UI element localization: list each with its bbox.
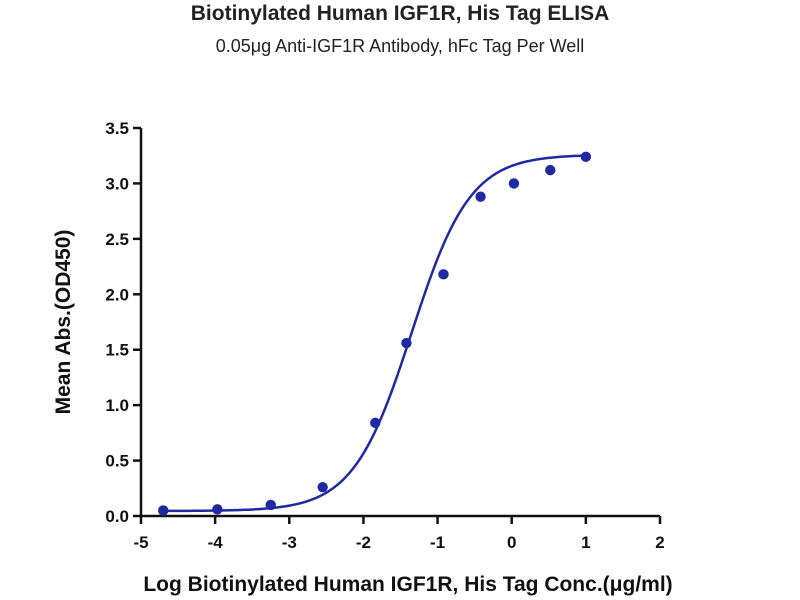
tick-labels: 0.0 0.5 1.0 1.5 2.0 2.5 3.0 3.5 -5 -4 -3 -2 -1 0 1 2 <box>105 119 664 552</box>
x-tick-label: -2 <box>356 533 371 552</box>
data-point <box>317 481 328 493</box>
y-tick-label: 2.5 <box>105 230 129 249</box>
x-tick-label: -1 <box>430 533 445 552</box>
y-axis-label: Mean Abs.(OD450) <box>52 230 75 415</box>
data-point <box>158 505 169 516</box>
data-point <box>401 337 412 349</box>
data-point <box>265 499 276 511</box>
y-tick-label: 0.5 <box>105 452 129 471</box>
chart-subtitle: 0.05μg Anti-IGF1R Antibody, hFc Tag Per … <box>215 36 585 56</box>
y-tick-label: 1.5 <box>105 341 129 360</box>
data-point <box>580 151 592 163</box>
x-tick-label: 1 <box>581 533 590 552</box>
data-point <box>545 164 556 176</box>
axes <box>133 126 662 524</box>
y-tick-label: 3.0 <box>105 174 129 193</box>
data-point <box>212 504 223 515</box>
y-tick-label: 0.0 <box>105 507 129 526</box>
y-tick-label: 1.0 <box>105 396 129 415</box>
x-tick-label: -5 <box>133 533 148 552</box>
data-points <box>158 151 592 516</box>
y-tick-label: 3.5 <box>105 119 129 138</box>
y-tick-label: 2.0 <box>105 285 129 304</box>
chart-title: Biotinylated Human IGF1R, His Tag ELISA <box>190 2 610 25</box>
data-point <box>438 269 449 280</box>
x-tick-label: -4 <box>208 533 224 552</box>
data-point <box>370 417 381 429</box>
x-tick-label: 2 <box>655 533 664 552</box>
x-tick-label: -3 <box>282 533 297 552</box>
fit-curve <box>163 154 586 513</box>
data-point <box>475 191 486 202</box>
data-point <box>508 178 520 189</box>
fit-curve-layer <box>163 154 586 513</box>
x-axis-label: Log Biotinylated Human IGF1R, His Tag Co… <box>143 573 672 596</box>
x-tick-label: 0 <box>507 533 516 552</box>
